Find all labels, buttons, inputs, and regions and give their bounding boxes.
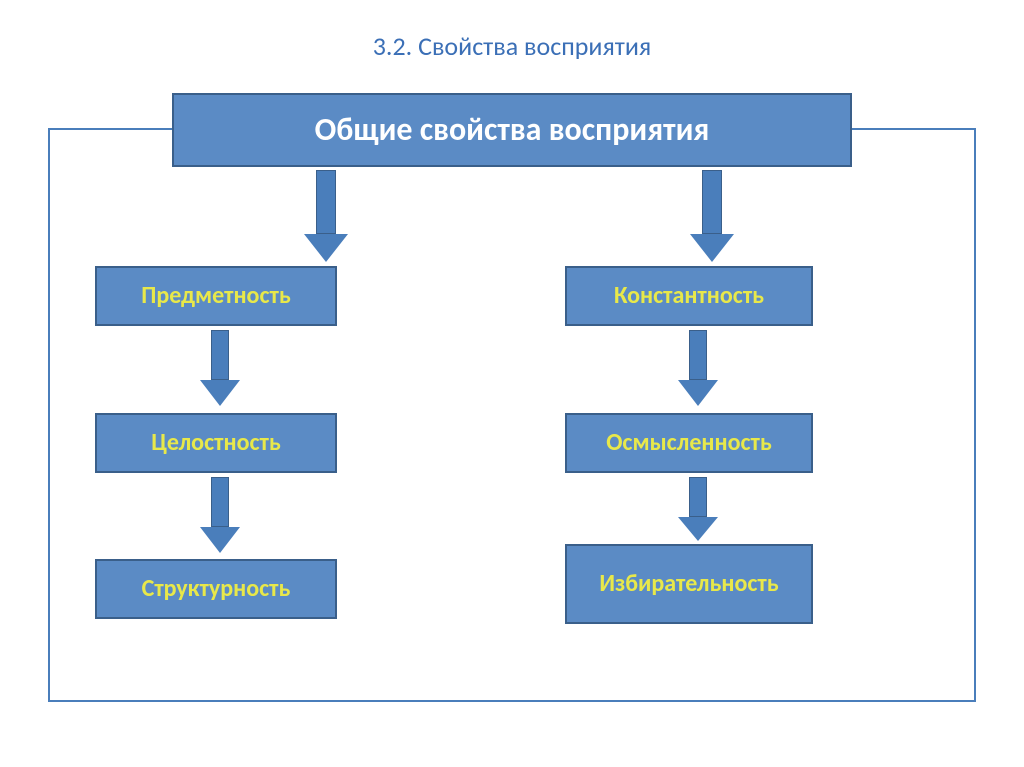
- box-label: Предметность: [141, 283, 290, 309]
- arrow-head-icon: [200, 527, 240, 553]
- box-izbiratelnost: Избирательность: [565, 544, 813, 624]
- arrow-head-icon: [678, 517, 718, 541]
- arrow-shaft: [316, 170, 336, 234]
- box-strukturnost: Структурность: [95, 559, 337, 619]
- arrow-shaft: [702, 170, 722, 234]
- box-label: Структурность: [142, 576, 291, 602]
- box-label: Целостность: [151, 430, 281, 456]
- arrow-shaft: [211, 330, 229, 380]
- box-predmetnost: Предметность: [95, 266, 337, 326]
- arrow-head-icon: [678, 380, 718, 406]
- arrow-root-to-left1: [304, 170, 348, 262]
- box-label: Осмысленность: [606, 430, 772, 456]
- arrow-shaft: [211, 477, 229, 527]
- box-label: Константность: [614, 283, 764, 309]
- arrow-head-icon: [304, 234, 348, 262]
- arrow-root-to-right1: [690, 170, 734, 262]
- arrow-right1-to-right2: [678, 330, 718, 406]
- box-label: Избирательность: [599, 571, 778, 597]
- arrow-head-icon: [690, 234, 734, 262]
- arrow-right2-to-right3: [678, 477, 718, 541]
- page-title: 3.2. Свойства восприятия: [0, 30, 1024, 62]
- arrow-shaft: [689, 330, 707, 380]
- box-osmyslennost: Осмысленность: [565, 413, 813, 473]
- arrow-shaft: [689, 477, 707, 517]
- root-box: Общие свойства восприятия: [172, 93, 852, 167]
- arrow-left2-to-left3: [200, 477, 240, 553]
- box-konstantnost: Константность: [565, 266, 813, 326]
- arrow-left1-to-left2: [200, 330, 240, 406]
- box-tselostnost: Целостность: [95, 413, 337, 473]
- root-box-label: Общие свойства восприятия: [315, 112, 710, 147]
- arrow-head-icon: [200, 380, 240, 406]
